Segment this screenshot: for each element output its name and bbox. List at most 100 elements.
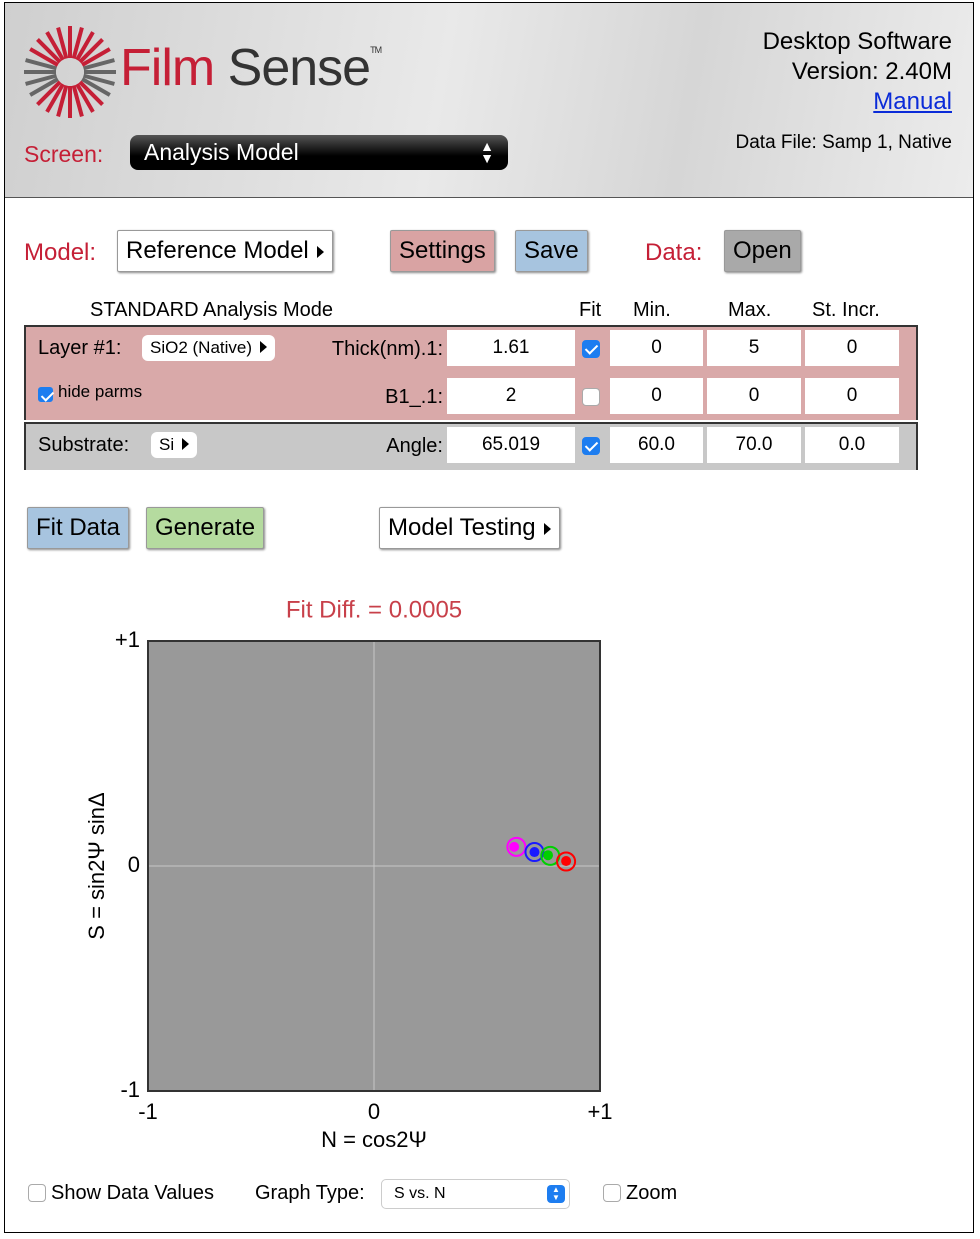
max-input[interactable]: 5 [707, 330, 801, 366]
screen-select-text: Analysis Model [144, 139, 299, 165]
show-values-label: Show Data Values [51, 1182, 215, 1204]
column-header: Fit [579, 299, 602, 321]
version: Version: 2.40M [791, 58, 952, 85]
logo-sense: Sense [227, 39, 371, 97]
data-label: Data: [645, 239, 703, 266]
logo-ray [25, 58, 57, 71]
trademark: TM [370, 45, 382, 55]
logo-film: Film [120, 39, 215, 97]
x-axis-label: N = cos2Ψ [321, 1127, 427, 1152]
logo-ray [83, 58, 115, 71]
logo-ray [25, 73, 57, 86]
logo-icon [24, 26, 116, 118]
fit-checkbox[interactable] [582, 437, 600, 455]
logo-text: Film SenseTM [120, 38, 382, 98]
selector-button[interactable]: Si [151, 432, 198, 458]
fit-checkbox[interactable] [582, 388, 600, 406]
logo-ray [29, 77, 59, 97]
logo-ray [81, 47, 111, 67]
settings-button[interactable]: Settings [390, 230, 495, 272]
logo-ray [29, 47, 59, 67]
row-label: Substrate: [38, 434, 130, 456]
logo-ray [83, 73, 115, 86]
model-testing-button[interactable]: Model Testing [379, 507, 560, 549]
column-header: Max. [728, 299, 772, 321]
column-header: Min. [633, 299, 671, 321]
data-point [543, 850, 554, 861]
y-tick-label: -1 [120, 1077, 140, 1102]
logo-ray [56, 85, 69, 117]
logo-ray [78, 38, 104, 64]
param-label: B1_.1: [385, 386, 443, 408]
model-point [524, 842, 545, 863]
y-axis-label: S = sin2Ψ sinΔ [84, 792, 109, 940]
chart-title: Fit Diff. = 0.0005 [286, 596, 462, 623]
select-arrows: ▲ ▼ [480, 138, 494, 166]
data-point [509, 841, 520, 852]
screen-label: Screen: [24, 141, 104, 167]
select-arrows: ▲ ▼ [547, 1185, 565, 1203]
max-input[interactable]: 0 [707, 378, 801, 414]
screen-select[interactable]: Analysis Model ▲ ▼ [130, 135, 508, 170]
x-tick-label: 0 [368, 1099, 380, 1124]
max-input[interactable]: 70.0 [707, 427, 801, 463]
graph-type-label: Graph Type: [255, 1182, 365, 1204]
open-button[interactable]: Open [724, 230, 801, 272]
graph-type-select[interactable]: S vs. N ▲ ▼ [381, 1179, 570, 1209]
zoom-label: Zoom [626, 1182, 678, 1204]
param-label: Thick(nm).1: [331, 338, 443, 360]
row-label: Layer #1: [38, 337, 122, 359]
min-input[interactable]: 60.0 [610, 427, 703, 463]
logo-ray [36, 38, 62, 64]
model-label: Model: [24, 239, 97, 266]
mode-title: STANDARD Analysis Mode [90, 299, 334, 321]
data-point [561, 856, 572, 867]
logo-ray [45, 83, 65, 113]
graph-type-text: S vs. N [394, 1185, 446, 1202]
param-label: Angle: [386, 435, 443, 457]
y-tick-label: 0 [128, 852, 140, 877]
fit-checkbox[interactable] [582, 340, 600, 358]
software-info: Desktop Software Version: 2.40M Manual [763, 27, 952, 117]
checkbox[interactable] [28, 1184, 46, 1202]
data-file: Data File: Samp 1, Native [735, 132, 952, 153]
step-input[interactable]: 0 [805, 378, 899, 414]
logo-ray [71, 27, 84, 59]
checkbox[interactable] [38, 387, 53, 402]
save-button[interactable]: Save [515, 230, 588, 272]
plot-frame [147, 640, 601, 1092]
step-input[interactable]: 0.0 [805, 427, 899, 463]
fit-data-button[interactable]: Fit Data [27, 507, 130, 549]
manual-link[interactable]: Manual [873, 88, 952, 115]
logo-ray [45, 31, 65, 61]
logo-ray [75, 31, 95, 61]
logo-ray [78, 80, 104, 106]
min-input[interactable]: 0 [610, 378, 703, 414]
min-input[interactable]: 0 [610, 330, 703, 366]
selector-button[interactable]: SiO2 (Native) [142, 335, 276, 361]
model-point [556, 851, 577, 872]
value-input[interactable]: 65.019 [447, 427, 575, 463]
column-header: St. Incr. [812, 299, 880, 321]
logo-ray [75, 83, 95, 113]
software: Desktop Software [762, 28, 952, 55]
frame [4, 2, 974, 1233]
generate-button[interactable]: Generate [146, 507, 265, 549]
x-tick-label: -1 [138, 1099, 158, 1124]
value-input[interactable]: 1.61 [447, 330, 575, 366]
model-button[interactable]: Reference Model [117, 230, 333, 272]
logo-ray [56, 27, 69, 59]
option-label: hide parms [58, 382, 143, 401]
value-input[interactable]: 2 [447, 378, 575, 414]
y-tick-label: +1 [115, 627, 140, 652]
logo-ray [36, 80, 62, 106]
logo-ray [71, 85, 84, 117]
model-point [506, 836, 527, 857]
data-point [529, 847, 540, 858]
chart: Fit Diff. = 0.0005 N = cos2Ψ S = sin2Ψ s… [84, 596, 613, 1152]
checkbox[interactable] [603, 1184, 621, 1202]
x-tick-label: +1 [587, 1099, 612, 1124]
logo-ray [81, 77, 111, 97]
step-input[interactable]: 0 [805, 330, 899, 366]
